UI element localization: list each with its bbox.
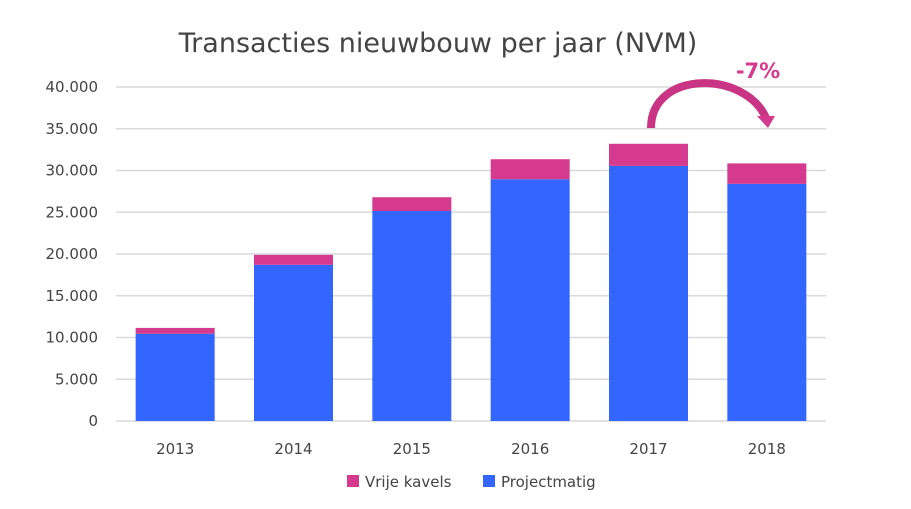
- bar-vrije-kavels-2015: [372, 197, 452, 211]
- legend-label-vrije-kavels: Vrije kavels: [365, 473, 452, 491]
- curved-arrow-icon: [647, 79, 770, 129]
- y-tick-label: 30.000: [46, 162, 99, 180]
- legend-swatch-projectmatig: [483, 475, 495, 487]
- x-tick-label: 2016: [511, 440, 549, 458]
- arrow-head-icon: [757, 116, 775, 128]
- y-tick-label: 10.000: [46, 329, 99, 347]
- gridlines: [116, 86, 826, 422]
- bar-projectmatig-2017: [609, 165, 688, 421]
- bar-projectmatig-2015: [372, 210, 452, 421]
- x-tick-label: 2018: [748, 440, 786, 458]
- bar-projectmatig-2014: [254, 264, 333, 421]
- bar-vrije-kavels-2017: [609, 143, 688, 166]
- change-annotation: -7%: [647, 59, 780, 129]
- y-tick-label: 15.000: [46, 287, 99, 305]
- legend-swatch-vrije-kavels: [347, 475, 359, 487]
- legend: Vrije kavels Projectmatig: [347, 473, 596, 491]
- y-tick-label: 0: [88, 412, 98, 430]
- y-tick-label: 40.000: [46, 78, 99, 96]
- bar-vrije-kavels-2014: [254, 254, 333, 265]
- x-tick-label: 2015: [393, 440, 431, 458]
- legend-label-projectmatig: Projectmatig: [501, 473, 596, 491]
- y-tick-label: 35.000: [46, 120, 99, 138]
- y-tick-label: 20.000: [46, 245, 99, 263]
- bars: [135, 143, 807, 421]
- y-tick-label: 25.000: [46, 203, 99, 221]
- bar-vrije-kavels-2016: [490, 159, 570, 180]
- change-label: -7%: [736, 59, 780, 83]
- bar-projectmatig-2013: [135, 333, 215, 421]
- x-tick-label: 2017: [629, 440, 667, 458]
- x-tick-label: 2014: [274, 440, 312, 458]
- bar-projectmatig-2018: [727, 183, 807, 421]
- chart-title: Transacties nieuwbouw per jaar (NVM): [178, 28, 698, 59]
- y-tick-label: 5.000: [55, 370, 98, 388]
- x-tick-label: 2013: [156, 440, 194, 458]
- bar-vrije-kavels-2013: [135, 327, 215, 334]
- bar-vrije-kavels-2018: [727, 163, 807, 184]
- bar-projectmatig-2016: [490, 179, 570, 421]
- x-axis: 2013 2014 2015 2016 2017 2018: [156, 440, 786, 458]
- y-axis: 0 5.000 10.000 15.000 20.000 25.000 30.000 35.0…: [46, 78, 99, 430]
